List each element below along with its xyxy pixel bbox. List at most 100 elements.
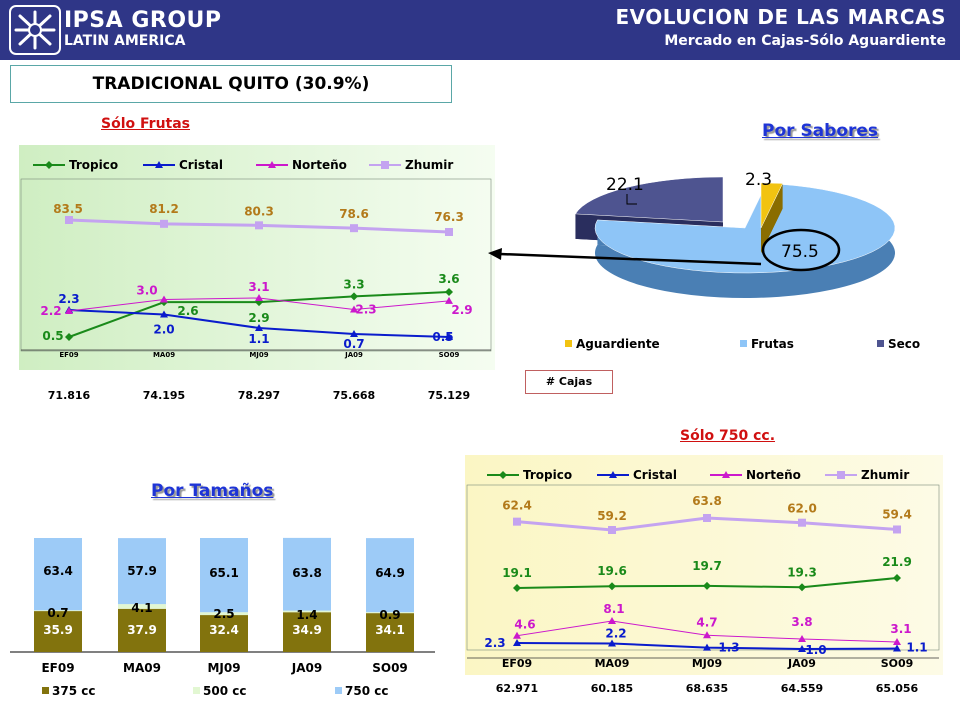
- data-point-tropico: [703, 581, 711, 590]
- data-point-tropico: [893, 574, 901, 582]
- x-tick-label: EF09: [502, 657, 532, 670]
- legend-label-zhumir: Zhumir: [861, 468, 909, 482]
- data-label-750cc: 57.9: [127, 564, 157, 578]
- data-label-cristal: 2.3: [58, 292, 79, 306]
- data-label-cristal: 2.3: [484, 636, 505, 650]
- plot-area: [466, 484, 940, 651]
- data-label-zhumir: 80.3: [244, 204, 274, 218]
- data-label-norteno: 2.2: [40, 304, 61, 318]
- data-point-norteno: [65, 307, 73, 314]
- data-point-cristal: [893, 644, 901, 652]
- legend-swatch-750cc: [335, 687, 342, 694]
- legend-marker-norteno: [268, 161, 276, 168]
- legend-label-norteno: Norteño: [746, 468, 801, 482]
- data-label-norteno: 3.0: [136, 283, 157, 297]
- x-tick-label: SO09: [372, 661, 408, 675]
- data-label-750cc: 65.1: [209, 566, 239, 580]
- legend-label-frutas: Frutas: [751, 337, 794, 351]
- pie-slice-frutas: [594, 183, 896, 298]
- legend-marker-zhumir: [381, 161, 389, 169]
- data-point-norteno: [513, 631, 521, 639]
- series-tropico: 19.1 19.6 19.7 19.3 21.9: [502, 555, 912, 592]
- data-point-zhumir: [350, 224, 358, 233]
- data-point-tropico: [65, 333, 73, 341]
- total-cajas-value: 65.056: [875, 682, 919, 695]
- bar-segment-375cc: [200, 615, 248, 652]
- data-label-norteno: 3.1: [890, 622, 911, 636]
- x-tick-label: MA09: [595, 657, 630, 670]
- data-point-norteno: [703, 631, 711, 639]
- tamanos-title: Por Tamaños: [151, 481, 274, 501]
- x-tick-label: JA09: [291, 661, 322, 675]
- data-label-750cc: 63.8: [292, 566, 322, 580]
- data-label-zhumir: 59.2: [597, 509, 627, 523]
- data-point-cristal: [798, 645, 806, 652]
- x-tick-label: EF09: [41, 661, 74, 675]
- page-subtitle: Mercado en Cajas-Sólo Aguardiente: [664, 33, 946, 49]
- bar-segment-500cc: [200, 612, 248, 616]
- pie-label-aguardiente: 2.3: [745, 170, 772, 190]
- data-point-tropico: [798, 583, 806, 592]
- data-label-tropico: 19.3: [787, 565, 817, 579]
- x-tick-label: MJ09: [249, 351, 268, 359]
- data-point-zhumir: [893, 525, 901, 534]
- data-label-norteno: 3.1: [248, 280, 269, 294]
- series-zhumir: 62.4 59.2 63.8 62.0 59.4: [502, 494, 912, 534]
- data-label-tropico: 19.6: [597, 564, 627, 578]
- data-label-zhumir: 62.4: [502, 499, 532, 513]
- data-label-zhumir: 81.2: [149, 202, 179, 216]
- bar-segment-375cc: [34, 611, 82, 652]
- pie-slice-aguardiente: [760, 182, 784, 253]
- series-zhumir: 83.5 81.2 80.3 78.6 76.3: [53, 202, 464, 236]
- data-label-cristal: 2.2: [605, 626, 626, 640]
- legend-label-aguardiente: Aguardiente: [576, 337, 660, 351]
- bar-segment-375cc: [366, 613, 414, 652]
- x-tick-label: MJ09: [207, 661, 240, 675]
- data-label-500cc: 0.7: [47, 606, 68, 620]
- bar-segment-375cc: [118, 608, 166, 652]
- frutas-title: Sólo Frutas: [101, 116, 191, 132]
- data-point-tropico: [513, 584, 521, 592]
- bar-segment-500cc: [34, 610, 82, 612]
- data-label-500cc: 4.1: [131, 601, 152, 615]
- data-point-norteno: [160, 295, 168, 303]
- data-label-cristal: 2.0: [153, 323, 174, 337]
- data-label-zhumir: 76.3: [434, 210, 464, 224]
- data-label-500cc: 1.4: [296, 608, 317, 622]
- data-label-tropico: 19.7: [692, 559, 722, 573]
- series-norteno: 2.2 3.0 3.1 2.3 2.9: [40, 280, 472, 318]
- data-label-tropico: 2.9: [248, 311, 269, 325]
- pie-top: [575, 176, 724, 223]
- legend-label-seco: Seco: [888, 337, 920, 351]
- legend-label-tropico: Tropico: [523, 468, 572, 482]
- data-label-norteno: 3.8: [791, 615, 812, 629]
- arrow-connector: [488, 248, 762, 266]
- brand-name: IPSA GROUP: [64, 8, 222, 33]
- legend-label-cristal: Cristal: [633, 468, 677, 482]
- data-label-tropico: 2.6: [177, 304, 198, 318]
- page-title: EVOLUCION DE LAS MARCAS: [615, 5, 946, 29]
- data-point-cristal: [255, 324, 263, 331]
- total-cajas-value: 68.635: [685, 682, 729, 695]
- data-point-norteno: [893, 638, 901, 645]
- x-tick-label: MJ09: [692, 657, 722, 670]
- data-label-500cc: 2.5: [213, 607, 234, 621]
- sabores-title: Por Sabores: [762, 121, 879, 141]
- bar-segment-500cc: [283, 610, 331, 613]
- data-label-zhumir: 78.6: [339, 207, 369, 221]
- total-cajas-value: 60.185: [590, 682, 634, 695]
- data-label-375cc: 37.9: [127, 623, 157, 637]
- x-tick-label: SO09: [439, 351, 460, 359]
- data-point-cristal: [160, 310, 168, 318]
- data-point-zhumir: [703, 514, 711, 522]
- x-tick-label: EF09: [59, 351, 78, 359]
- data-point-zhumir: [798, 518, 806, 527]
- data-label-cristal: 1.0: [805, 643, 826, 657]
- legend-label-tropico: Tropico: [69, 158, 118, 172]
- total-cajas-value: 75.668: [332, 389, 376, 402]
- legend-label-500cc: 500 cc: [203, 684, 246, 698]
- total-cajas-value: 78.297: [237, 389, 281, 402]
- plot-area: [20, 178, 492, 352]
- data-label-750cc: 64.9: [375, 566, 405, 580]
- cajas-box: # Cajas: [525, 370, 613, 394]
